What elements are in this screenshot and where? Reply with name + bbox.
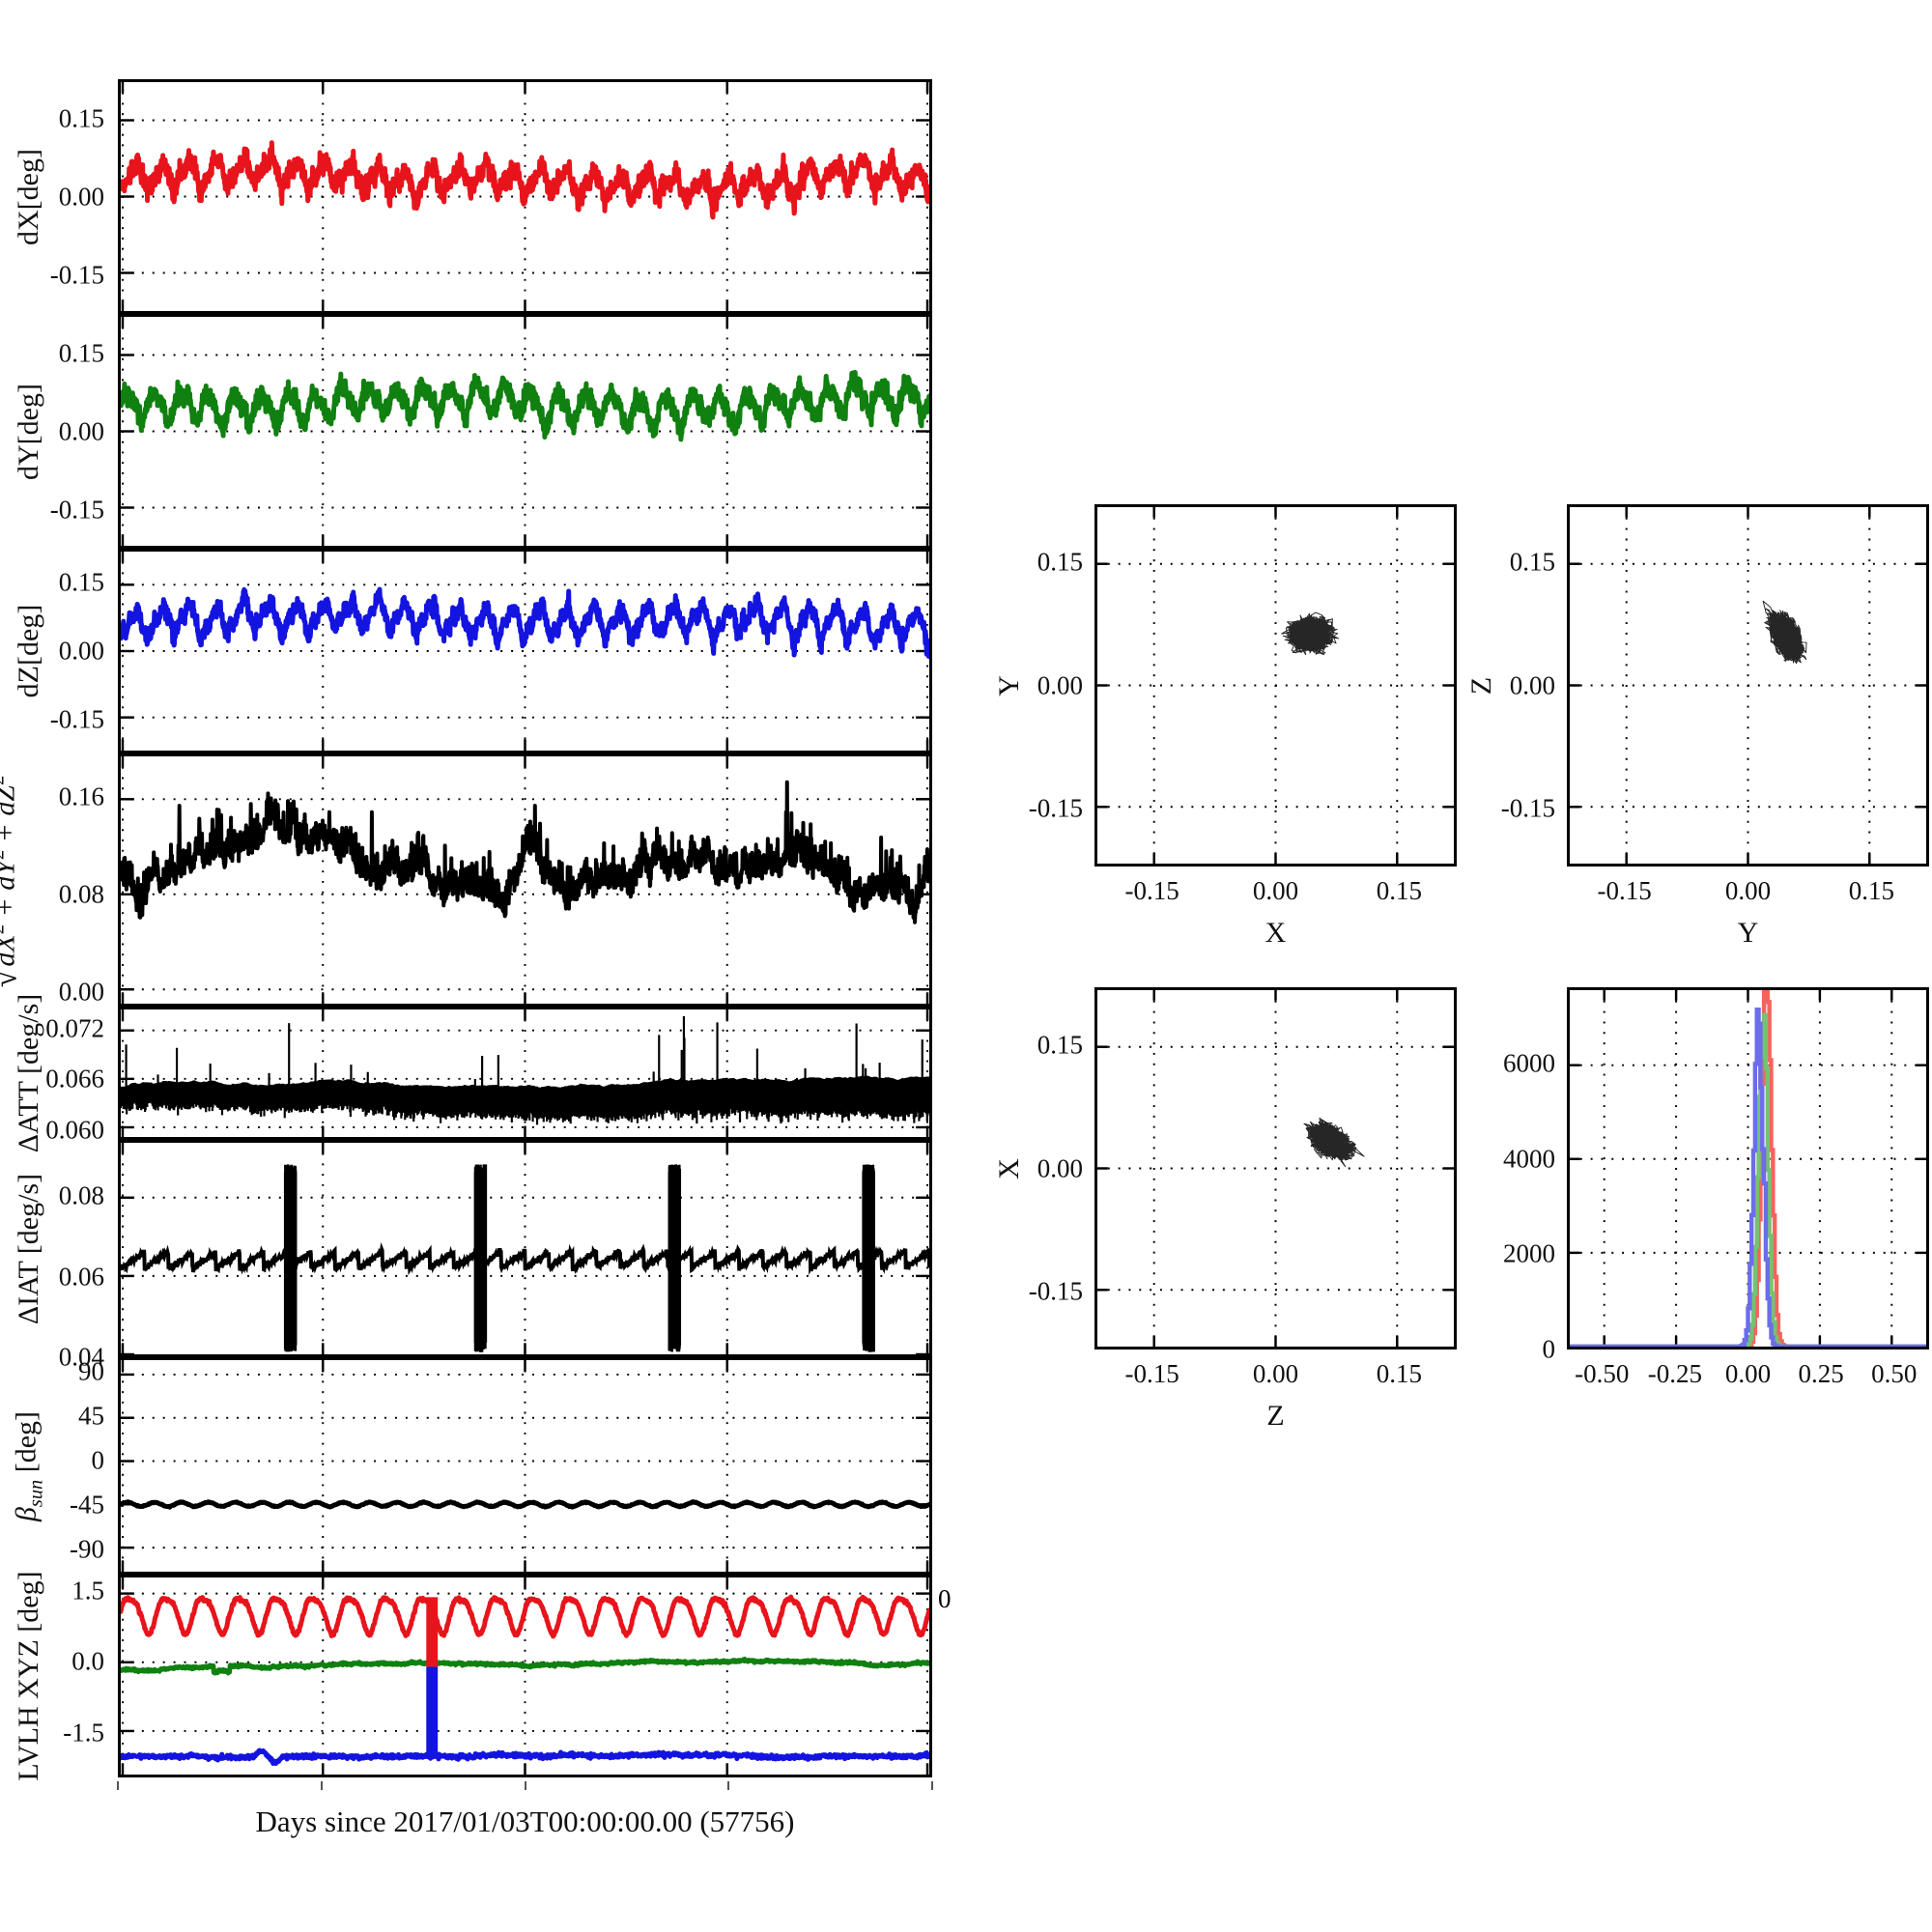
xtickmark-bottom-3 bbox=[727, 1781, 730, 1790]
xtick-x-vs-z-1: 0.00 bbox=[1252, 1359, 1299, 1388]
panel-x-vs-z bbox=[1094, 987, 1457, 1350]
ytick-dY-2: -0.15 bbox=[49, 495, 104, 524]
xtickmark-bottom-4 bbox=[931, 1781, 933, 1790]
xtick-hist-1: -0.25 bbox=[1647, 1359, 1703, 1388]
panel-datt bbox=[118, 1007, 932, 1140]
xtickmark-bottom-0 bbox=[117, 1781, 119, 1790]
panel-beta bbox=[118, 1357, 932, 1575]
panel-dX-canvas bbox=[121, 82, 929, 311]
panel-z-vs-y bbox=[1567, 504, 1929, 867]
xtick-x-vs-z-2: 0.15 bbox=[1376, 1359, 1422, 1388]
ylabel-y-vs-x: Y bbox=[993, 674, 1025, 696]
panel-mag-canvas bbox=[121, 756, 929, 1004]
panel-dY-canvas bbox=[121, 317, 929, 546]
panel-x-vs-z-canvas bbox=[1097, 990, 1454, 1347]
ylabel-z-vs-y: Z bbox=[1465, 676, 1497, 695]
ytick-dZ-0: 0.15 bbox=[58, 567, 104, 597]
ytick-beta-4: -90 bbox=[70, 1534, 104, 1564]
ytick-beta-2: 0 bbox=[91, 1445, 105, 1475]
ytick-dZ-2: -0.15 bbox=[49, 704, 104, 734]
ytick-lvlh-0: 1.5 bbox=[71, 1576, 104, 1605]
ytick-mag-2: 0.00 bbox=[58, 977, 104, 1007]
ytick-mag-1: 0.08 bbox=[58, 879, 104, 909]
ylabel-datt: ΔATT [deg/s] bbox=[13, 993, 44, 1153]
ytick-y-vs-x-0: 0.15 bbox=[1037, 547, 1083, 577]
ytick-y-vs-x-2: -0.15 bbox=[1028, 793, 1083, 823]
ytick-hist-0: 0 bbox=[1542, 1334, 1556, 1364]
ytick-dY-1: 0.00 bbox=[58, 416, 104, 445]
ylabel-lvlh: LVLH XYZ [deg] bbox=[13, 1571, 44, 1781]
ytick-z-vs-y-0: 0.15 bbox=[1509, 547, 1555, 577]
stray-right-tick-label: 0 bbox=[938, 1584, 952, 1613]
ytick-hist-3: 6000 bbox=[1503, 1048, 1555, 1078]
xtick-hist-0: -0.50 bbox=[1575, 1359, 1630, 1388]
ytick-dX-2: -0.15 bbox=[49, 260, 104, 289]
ytick-x-vs-z-1: 0.00 bbox=[1037, 1153, 1083, 1182]
ytick-lvlh-2: -1.5 bbox=[63, 1718, 104, 1747]
ylabel-beta: βsun [deg] bbox=[10, 1410, 47, 1521]
xtick-hist-4: 0.50 bbox=[1871, 1359, 1918, 1388]
xtick-z-vs-y-2: 0.15 bbox=[1848, 876, 1894, 905]
ylabel-x-vs-z: X bbox=[993, 1157, 1025, 1179]
ylabel-diat: ΔIAT [deg/s] bbox=[13, 1173, 44, 1324]
panel-dX bbox=[118, 79, 932, 314]
ylabel-mag: √dX2 + dY2 + dZ2 bbox=[0, 772, 25, 987]
xtickmark-bottom-2 bbox=[524, 1781, 526, 1790]
ytick-datt-0: 0.072 bbox=[45, 1013, 104, 1043]
xtick-z-vs-y-0: -0.15 bbox=[1597, 876, 1652, 905]
panel-z-vs-y-canvas bbox=[1570, 507, 1926, 864]
panel-histogram bbox=[1567, 987, 1929, 1350]
ytick-beta-3: -45 bbox=[70, 1490, 104, 1520]
ytick-z-vs-y-1: 0.00 bbox=[1509, 670, 1555, 699]
ytick-dX-1: 0.00 bbox=[58, 182, 104, 211]
ytick-lvlh-1: 0.0 bbox=[71, 1646, 104, 1676]
xtickmark-bottom-1 bbox=[320, 1781, 323, 1790]
panel-dZ-canvas bbox=[121, 552, 929, 751]
xlabel-z-vs-y: Y bbox=[1737, 917, 1759, 949]
ytick-datt-1: 0.066 bbox=[45, 1064, 104, 1094]
panel-lvlh bbox=[118, 1575, 932, 1777]
panel-y-vs-x bbox=[1094, 504, 1457, 867]
xlabel-x-vs-z: Z bbox=[1266, 1400, 1285, 1432]
ytick-diat-1: 0.06 bbox=[58, 1262, 104, 1292]
panel-histogram-canvas bbox=[1570, 990, 1926, 1347]
panel-mag bbox=[118, 753, 932, 1007]
ytick-beta-0: 90 bbox=[78, 1356, 104, 1386]
ytick-diat-0: 0.08 bbox=[58, 1180, 104, 1210]
xtick-y-vs-x-1: 0.00 bbox=[1252, 876, 1299, 905]
xtick-y-vs-x-0: -0.15 bbox=[1124, 876, 1179, 905]
ytick-beta-1: 45 bbox=[78, 1401, 104, 1431]
xtick-z-vs-y-1: 0.00 bbox=[1724, 876, 1772, 905]
ytick-dY-0: 0.15 bbox=[58, 338, 104, 367]
panel-beta-canvas bbox=[121, 1360, 929, 1572]
panel-lvlh-canvas bbox=[121, 1577, 929, 1775]
xtick-hist-2: 0.00 bbox=[1724, 1359, 1772, 1388]
ylabel-dZ: dZ[deg] bbox=[13, 604, 44, 698]
ylabel-dY: dY[deg] bbox=[13, 383, 44, 480]
panel-diat bbox=[118, 1140, 932, 1357]
ytick-mag-0: 0.16 bbox=[58, 781, 104, 811]
ytick-hist-2: 4000 bbox=[1503, 1144, 1555, 1174]
panel-y-vs-x-canvas bbox=[1097, 507, 1454, 864]
panel-dY bbox=[118, 314, 932, 549]
ytick-datt-2: 0.060 bbox=[45, 1115, 104, 1145]
panel-dZ bbox=[118, 549, 932, 753]
panel-diat-canvas bbox=[121, 1143, 929, 1354]
ytick-x-vs-z-2: -0.15 bbox=[1028, 1276, 1083, 1306]
xtick-x-vs-z-0: -0.15 bbox=[1124, 1359, 1179, 1388]
xlabel-days: Days since 2017/01/03T00:00:00.00 (57756… bbox=[255, 1804, 795, 1838]
xlabel-y-vs-x: X bbox=[1264, 917, 1287, 949]
ytick-diat-2: 0.04 bbox=[58, 1342, 104, 1372]
ytick-dZ-1: 0.00 bbox=[58, 636, 104, 666]
xtick-y-vs-x-2: 0.15 bbox=[1376, 876, 1422, 905]
ytick-z-vs-y-2: -0.15 bbox=[1500, 793, 1555, 823]
ytick-hist-1: 2000 bbox=[1503, 1238, 1555, 1268]
ytick-y-vs-x-1: 0.00 bbox=[1037, 670, 1083, 699]
xtick-hist-3: 0.25 bbox=[1798, 1359, 1844, 1388]
ylabel-dX: dX[deg] bbox=[13, 148, 44, 245]
ytick-dX-0: 0.15 bbox=[58, 103, 104, 132]
panel-datt-canvas bbox=[121, 1009, 929, 1137]
ytick-x-vs-z-0: 0.15 bbox=[1037, 1030, 1083, 1060]
